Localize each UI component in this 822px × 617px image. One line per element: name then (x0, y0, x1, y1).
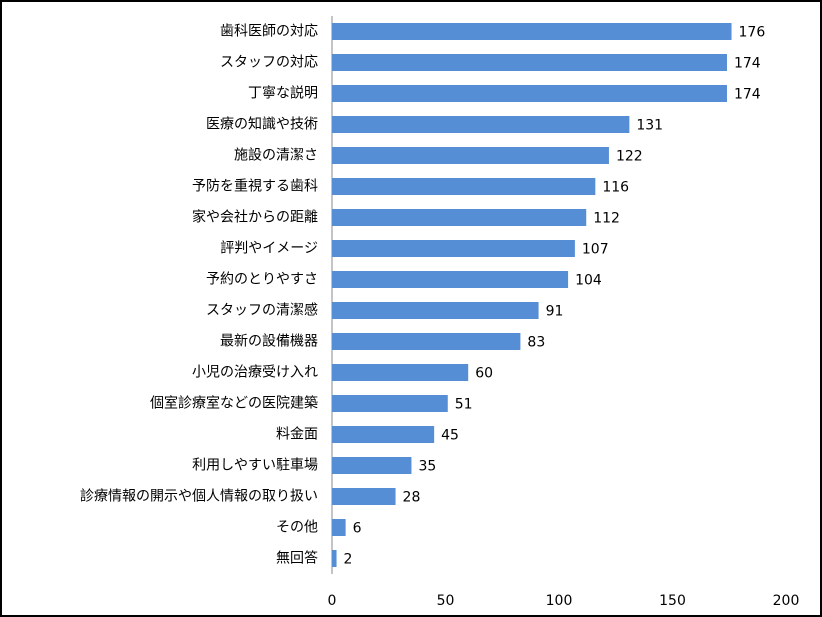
bar (332, 488, 396, 505)
bar (332, 271, 569, 288)
bar (332, 209, 587, 226)
y-tick-label: 医療の知識や技術 (206, 116, 318, 133)
data-label: 91 (546, 304, 564, 320)
x-tick-label: 150 (659, 593, 686, 609)
y-tick-label: 最新の設備機器 (220, 334, 318, 350)
data-label: 2 (344, 552, 353, 568)
x-tick-label: 100 (546, 593, 573, 609)
data-label: 83 (527, 335, 545, 351)
bar (332, 426, 435, 443)
y-tick-label: 評判やイメージ (220, 241, 318, 257)
data-label: 28 (403, 490, 421, 506)
y-tick-label: 歯科医師の対応 (220, 24, 318, 40)
x-tick-label: 200 (773, 593, 800, 609)
y-tick-label: スタッフの対応 (220, 55, 318, 71)
y-tick-label: 小児の治療受け入れ (192, 364, 318, 381)
y-tick-label: スタッフの清潔感 (206, 302, 318, 319)
y-tick-label: その他 (276, 520, 318, 536)
bar (332, 116, 630, 133)
y-tick-label: 利用しやすい駐車場 (192, 457, 318, 474)
bar (332, 23, 732, 40)
bar (332, 147, 609, 164)
data-label: 45 (441, 428, 459, 444)
y-tick-label: 予防を重視する歯科 (192, 179, 318, 195)
bar (332, 550, 337, 567)
data-label: 116 (602, 180, 629, 196)
y-tick-label: 無回答 (276, 550, 318, 567)
bar (332, 333, 521, 350)
data-label: 131 (636, 118, 663, 134)
x-tick-label: 0 (328, 593, 337, 609)
data-label: 51 (455, 397, 473, 413)
bar (332, 457, 412, 474)
y-tick-label: 家や会社からの距離 (192, 209, 318, 226)
data-label: 60 (475, 366, 493, 382)
data-label: 174 (734, 56, 761, 72)
y-tick-label: 丁寧な説明 (248, 85, 318, 102)
bar (332, 85, 727, 102)
data-label: 174 (734, 87, 761, 103)
data-label: 176 (739, 25, 766, 41)
bar (332, 302, 539, 319)
data-label: 107 (582, 242, 609, 258)
y-tick-label: 予約のとりやすさ (206, 272, 318, 288)
y-tick-label: 診療情報の開示や個人情報の取り扱い (80, 488, 318, 505)
data-label: 104 (575, 273, 602, 289)
data-label: 112 (593, 211, 620, 227)
y-tick-label: 施設の清潔さ (234, 148, 318, 164)
bar (332, 240, 575, 257)
bar (332, 519, 346, 536)
bar (332, 395, 448, 412)
data-label: 35 (418, 459, 436, 475)
x-tick-label: 50 (437, 593, 455, 609)
bar (332, 364, 469, 381)
bar (332, 54, 727, 71)
data-label: 6 (353, 521, 362, 537)
bar (332, 178, 596, 195)
y-tick-label: 個室診療室などの医院建築 (150, 395, 318, 412)
y-tick-label: 料金面 (276, 427, 318, 443)
data-label: 122 (616, 149, 643, 165)
